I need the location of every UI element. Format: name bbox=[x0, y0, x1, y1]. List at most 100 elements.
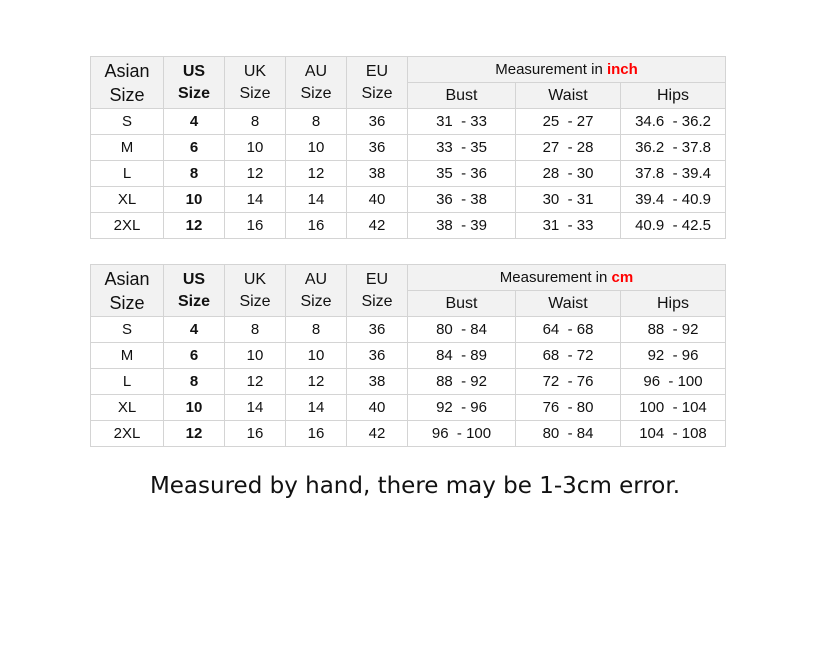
cell-us-size: 8 bbox=[163, 368, 225, 395]
header-asian-size: Asian Size bbox=[90, 56, 164, 109]
table-row: L 8 12 12 38 35 - 36 28 - 30 37.8 - 39.4 bbox=[90, 160, 727, 187]
cell-asian-size: 2XL bbox=[90, 420, 164, 447]
table-row: M 6 10 10 36 33 - 35 27 - 28 36.2 - 37.8 bbox=[90, 134, 727, 161]
cell-bust: 92 - 96 bbox=[407, 394, 516, 421]
subheader-bust: Bust bbox=[407, 82, 516, 109]
cell-hips: 39.4 - 40.9 bbox=[619, 186, 727, 213]
cell-hips: 100 - 104 bbox=[619, 394, 727, 421]
cell-eu-size: 42 bbox=[346, 420, 408, 447]
measurement-label: Measurement in bbox=[495, 61, 607, 78]
cell-hips: 37.8 - 39.4 bbox=[619, 160, 727, 187]
cell-au-size: 16 bbox=[285, 212, 347, 239]
table-row: 2XL 12 16 16 42 96 - 100 80 - 84 104 - 108 bbox=[90, 420, 727, 447]
table-row: M 6 10 10 36 84 - 89 68 - 72 92 - 96 bbox=[90, 342, 727, 369]
cell-bust: 84 - 89 bbox=[407, 342, 516, 369]
cell-waist: 64 - 68 bbox=[515, 316, 621, 343]
cell-us-size: 10 bbox=[163, 394, 225, 421]
measurement-header: Measurement in cm bbox=[406, 264, 727, 291]
cell-bust: 35 - 36 bbox=[407, 160, 516, 187]
cell-asian-size: XL bbox=[90, 394, 164, 421]
cell-waist: 31 - 33 bbox=[515, 212, 621, 239]
header-asian-size: Asian Size bbox=[90, 264, 164, 317]
cell-uk-size: 16 bbox=[224, 420, 286, 447]
cell-waist: 27 - 28 bbox=[515, 134, 621, 161]
cell-uk-size: 16 bbox=[224, 212, 286, 239]
cell-us-size: 6 bbox=[163, 342, 225, 369]
subheader-hips: Hips bbox=[619, 290, 727, 317]
header-eu-size: EU Size bbox=[346, 264, 408, 317]
cell-hips: 34.6 - 36.2 bbox=[619, 108, 727, 135]
table-row: 2XL 12 16 16 42 38 - 39 31 - 33 40.9 - 42.5 bbox=[90, 212, 727, 239]
measurement-unit: inch bbox=[606, 61, 638, 78]
cell-eu-size: 36 bbox=[346, 342, 408, 369]
cell-waist: 72 - 76 bbox=[515, 368, 621, 395]
cell-waist: 76 - 80 bbox=[515, 394, 621, 421]
cell-eu-size: 36 bbox=[346, 134, 408, 161]
table-row: S 4 8 8 36 80 - 84 64 - 68 88 - 92 bbox=[90, 316, 727, 343]
measurement-header: Measurement in inch bbox=[406, 56, 727, 83]
measurement-note: Measured by hand, there may be 1-3cm err… bbox=[149, 473, 681, 499]
subheader-bust: Bust bbox=[407, 290, 516, 317]
cell-eu-size: 38 bbox=[346, 368, 408, 395]
header-us-size: US Size bbox=[163, 56, 225, 109]
cell-au-size: 14 bbox=[285, 394, 347, 421]
size-chart-inch: Asian Size US Size UK Size AU Size EU Size Measure… bbox=[90, 56, 727, 239]
table-row: XL 10 14 14 40 92 - 96 76 - 80 100 - 104 bbox=[90, 394, 727, 421]
cell-asian-size: M bbox=[90, 342, 164, 369]
cell-au-size: 12 bbox=[285, 160, 347, 187]
cell-bust: 38 - 39 bbox=[407, 212, 516, 239]
subheader-waist: Waist bbox=[515, 290, 621, 317]
cell-us-size: 6 bbox=[163, 134, 225, 161]
cell-asian-size: M bbox=[90, 134, 164, 161]
cell-au-size: 8 bbox=[285, 108, 347, 135]
cell-uk-size: 12 bbox=[224, 368, 286, 395]
cell-bust: 31 - 33 bbox=[407, 108, 516, 135]
cell-us-size: 12 bbox=[163, 420, 225, 447]
cell-waist: 68 - 72 bbox=[515, 342, 621, 369]
cell-uk-size: 12 bbox=[224, 160, 286, 187]
measurement-unit: cm bbox=[611, 269, 634, 286]
cell-asian-size: 2XL bbox=[90, 212, 164, 239]
cell-au-size: 14 bbox=[285, 186, 347, 213]
cell-bust: 88 - 92 bbox=[407, 368, 516, 395]
subheader-row: Bust Waist Hips bbox=[91, 290, 727, 317]
header-uk-size: UK Size bbox=[224, 56, 286, 109]
measurement-label: Measurement in bbox=[499, 269, 612, 286]
cell-au-size: 12 bbox=[285, 368, 347, 395]
table-row: S 4 8 8 36 31 - 33 25 - 27 34.6 - 36.2 bbox=[90, 108, 727, 135]
cell-uk-size: 14 bbox=[224, 394, 286, 421]
cell-hips: 96 - 100 bbox=[619, 368, 727, 395]
cell-au-size: 10 bbox=[285, 134, 347, 161]
cell-bust: 36 - 38 bbox=[407, 186, 516, 213]
size-chart-cm: Asian Size US Size UK Size AU Size EU Size Measure… bbox=[90, 264, 727, 447]
cell-us-size: 10 bbox=[163, 186, 225, 213]
cell-eu-size: 38 bbox=[346, 160, 408, 187]
cell-asian-size: L bbox=[90, 160, 164, 187]
cell-eu-size: 40 bbox=[346, 186, 408, 213]
cell-us-size: 4 bbox=[163, 316, 225, 343]
cell-waist: 28 - 30 bbox=[515, 160, 621, 187]
cell-hips: 36.2 - 37.8 bbox=[619, 134, 727, 161]
cell-eu-size: 36 bbox=[346, 316, 408, 343]
cell-uk-size: 10 bbox=[224, 342, 286, 369]
cell-au-size: 10 bbox=[285, 342, 347, 369]
cell-waist: 80 - 84 bbox=[515, 420, 621, 447]
cell-us-size: 4 bbox=[163, 108, 225, 135]
cell-bust: 80 - 84 bbox=[407, 316, 516, 343]
cell-asian-size: XL bbox=[90, 186, 164, 213]
header-eu-size: EU Size bbox=[346, 56, 408, 109]
header-uk-size: UK Size bbox=[224, 264, 286, 317]
cell-uk-size: 14 bbox=[224, 186, 286, 213]
cell-bust: 33 - 35 bbox=[407, 134, 516, 161]
cell-eu-size: 42 bbox=[346, 212, 408, 239]
cell-waist: 30 - 31 bbox=[515, 186, 621, 213]
cell-hips: 40.9 - 42.5 bbox=[619, 212, 727, 239]
cell-uk-size: 8 bbox=[224, 316, 286, 343]
table-row: XL 10 14 14 40 36 - 38 30 - 31 39.4 - 40.9 bbox=[90, 186, 727, 213]
cell-waist: 25 - 27 bbox=[515, 108, 621, 135]
cell-uk-size: 8 bbox=[224, 108, 286, 135]
cell-hips: 92 - 96 bbox=[619, 342, 727, 369]
cell-uk-size: 10 bbox=[224, 134, 286, 161]
header-au-size: AU Size bbox=[285, 56, 347, 109]
cell-au-size: 8 bbox=[285, 316, 347, 343]
